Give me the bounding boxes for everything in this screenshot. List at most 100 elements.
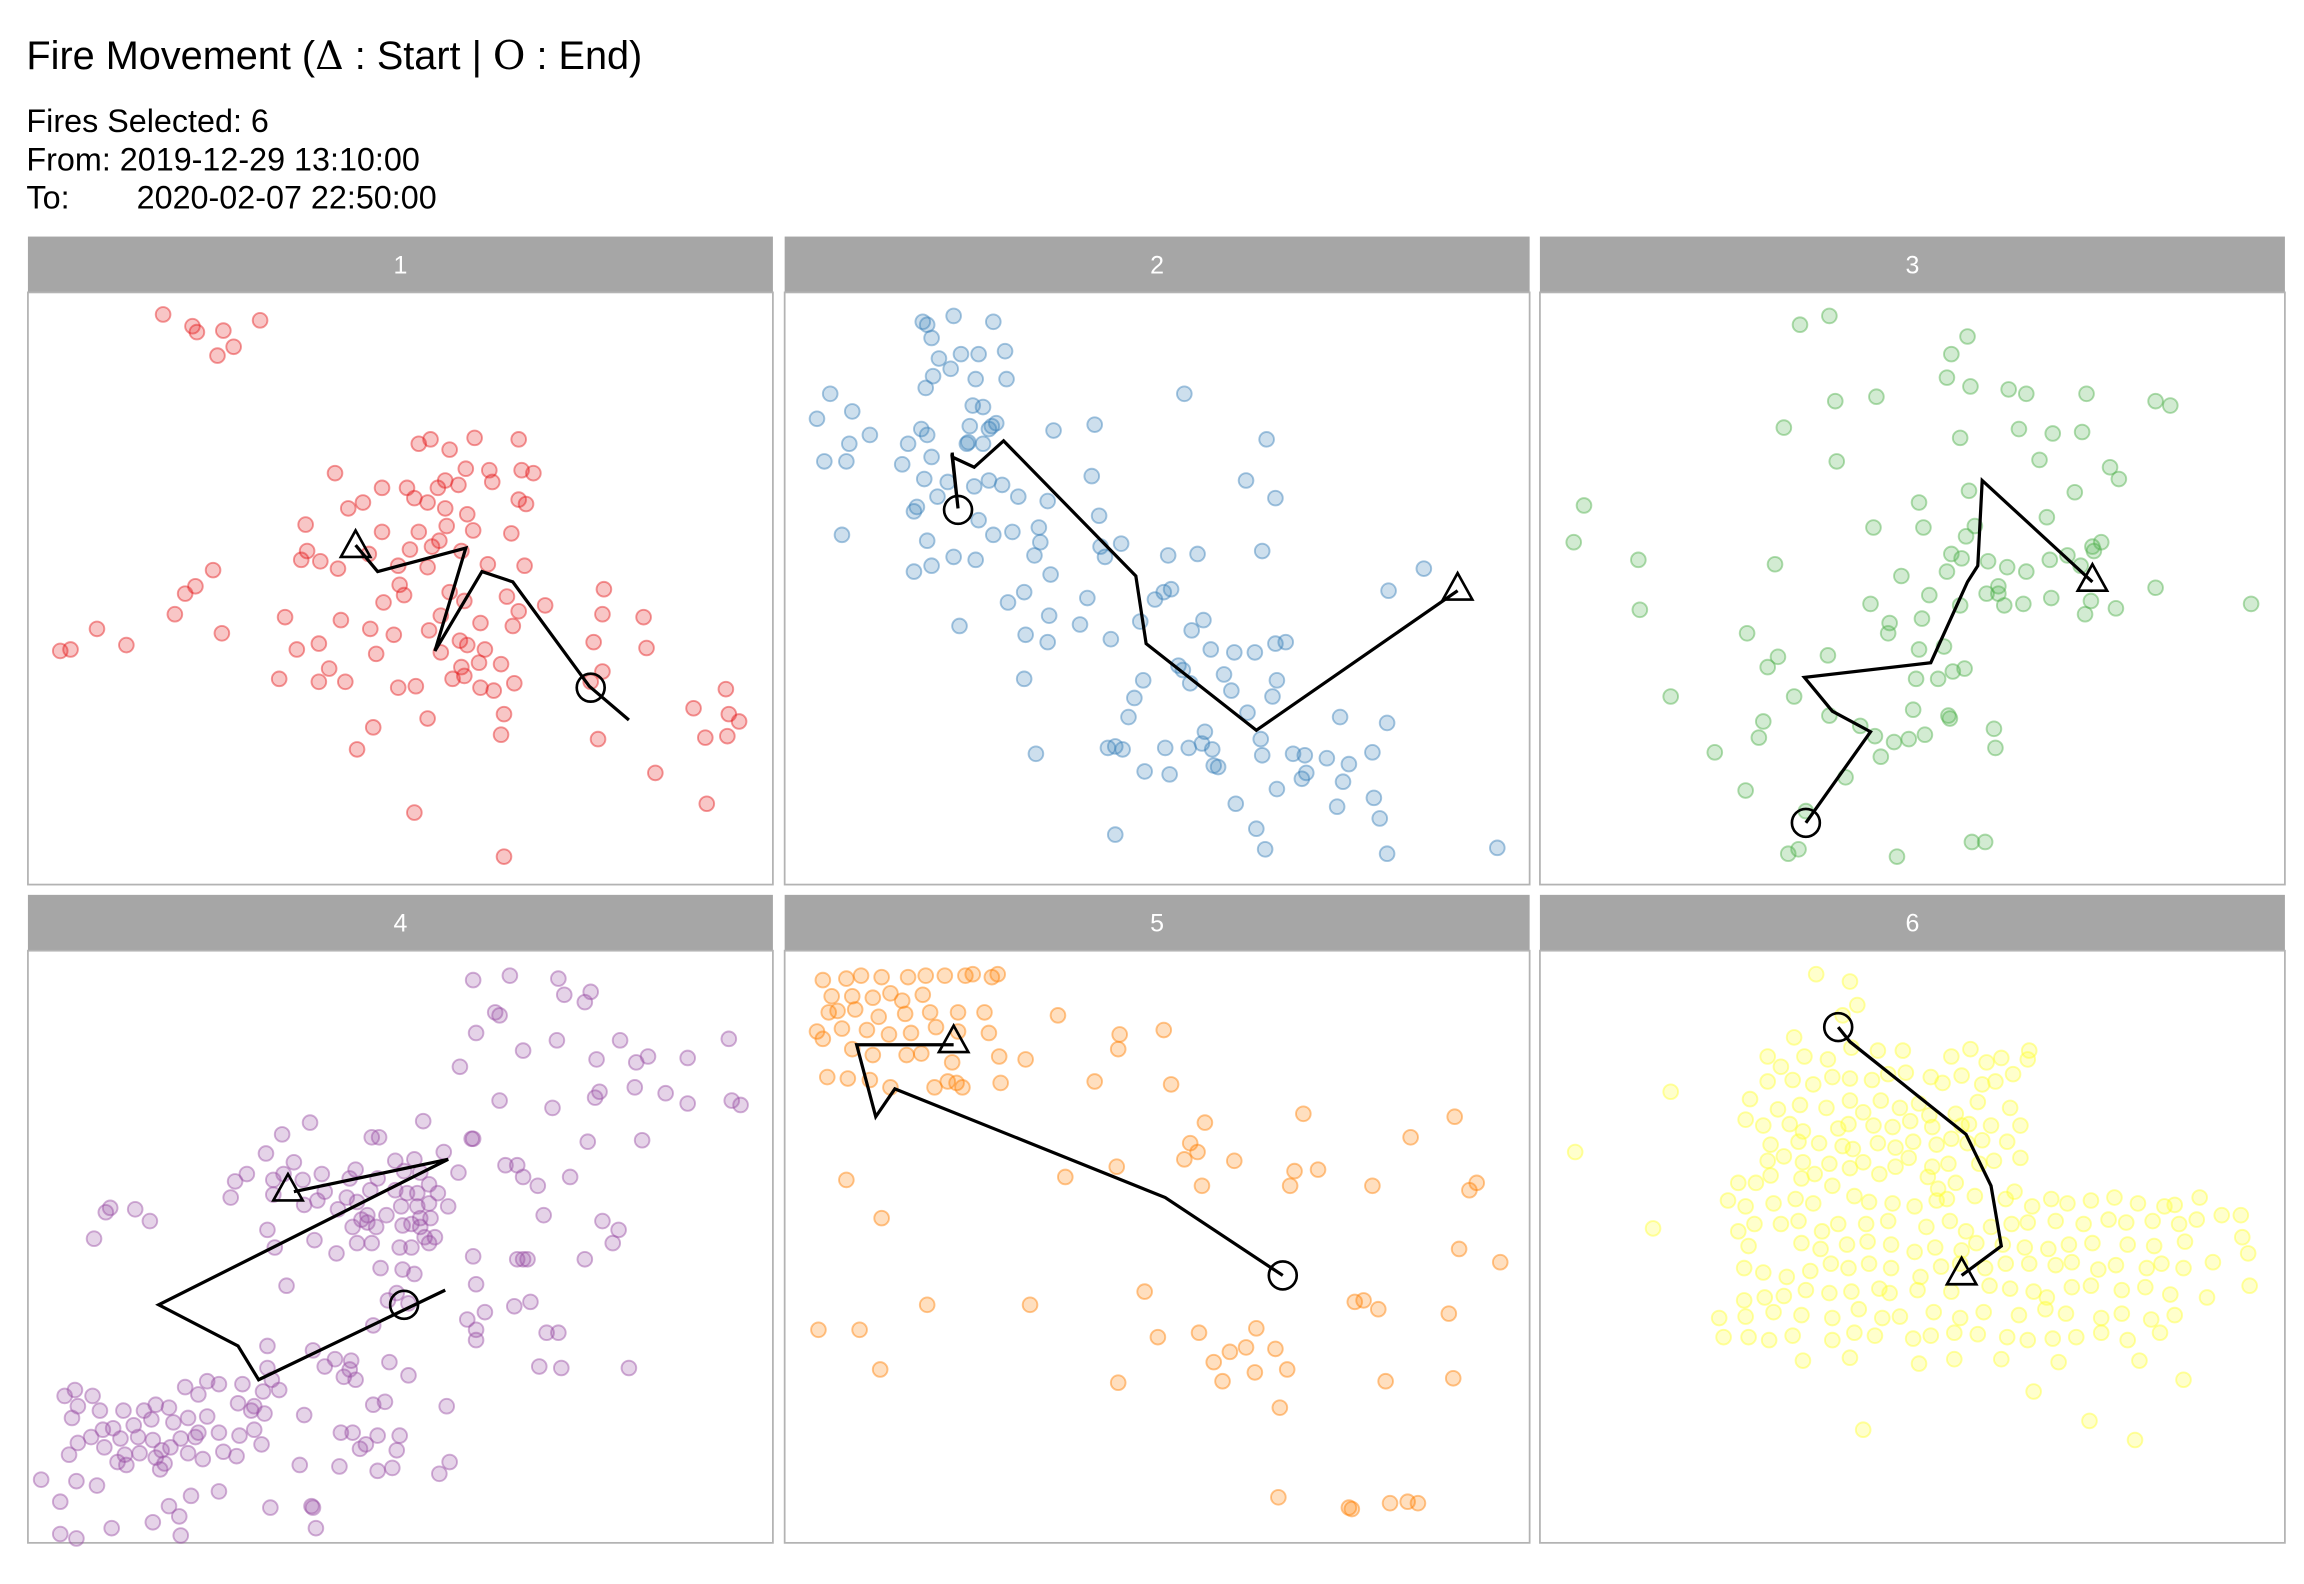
fire-point	[1735, 1259, 1753, 1277]
fire-point	[913, 420, 930, 438]
fire-point	[1205, 1353, 1223, 1371]
facet-grid: 1 2 3 4 5 6	[27, 236, 2286, 1547]
fire-point	[2082, 1192, 2100, 1209]
fire-point	[414, 1112, 432, 1130]
end-marker	[1267, 1260, 1299, 1291]
fire-point	[505, 674, 523, 692]
fire-point	[1775, 1148, 1793, 1165]
fire-point	[990, 1048, 1008, 1065]
fire-point	[1819, 1051, 1837, 1068]
fire-point	[363, 1234, 381, 1252]
fire-point	[1943, 545, 1960, 563]
fire-point	[1248, 820, 1265, 838]
fire-point	[389, 679, 407, 696]
fire-point	[1039, 633, 1056, 651]
fire-point	[381, 1353, 398, 1371]
fire-point	[2156, 1198, 2173, 1215]
start-marker	[2075, 561, 2110, 593]
fire-point	[851, 1321, 868, 1339]
fire-point	[1083, 467, 1101, 485]
fire-point	[820, 1004, 838, 1021]
fire-point	[1912, 1268, 1929, 1286]
fire-point	[918, 1296, 936, 1314]
fire-point	[398, 479, 416, 497]
fire-point	[2038, 508, 2056, 526]
fire-point	[967, 370, 984, 388]
fire-point	[301, 1114, 319, 1131]
fire-point	[210, 1483, 228, 1500]
fire-point	[720, 705, 738, 723]
fire-point	[229, 1394, 247, 1412]
fire-point	[351, 1440, 369, 1458]
fire-point	[2131, 1352, 2148, 1369]
fire-point	[1812, 1240, 1829, 1258]
fire-point	[88, 620, 106, 638]
fire-point	[1938, 563, 1956, 580]
fire-point	[1258, 431, 1275, 448]
facet-plot-area	[1539, 291, 2286, 886]
fire-point	[1871, 1165, 1888, 1183]
fire-point	[2110, 470, 2128, 488]
fire-point	[1821, 1284, 1838, 1302]
fire-point	[1881, 614, 1898, 632]
fire-point	[411, 1218, 429, 1236]
fire-point	[2019, 1051, 2037, 1068]
fire-point	[1785, 1029, 1803, 1046]
fire-point	[2067, 1328, 2085, 1346]
fire-point	[2176, 1233, 2194, 1250]
fire-point	[535, 1206, 552, 1224]
fire-point	[2060, 1236, 2078, 1253]
fire-point	[1907, 670, 1925, 688]
fire-point	[1790, 841, 1807, 858]
fire-point	[370, 1129, 388, 1146]
fire-point	[256, 1405, 273, 1422]
fire-point	[2040, 1240, 2057, 1258]
fire-point	[864, 1046, 882, 1064]
fire-point	[1729, 1174, 1747, 1192]
fire-point	[2082, 592, 2100, 610]
fire-point	[62, 641, 79, 658]
fire-point	[1940, 1155, 1957, 1173]
fire-point	[470, 654, 488, 671]
fire-point	[1190, 1324, 1208, 1342]
fire-point	[354, 494, 372, 511]
fire-point	[1740, 1237, 1757, 1255]
fire-point	[843, 987, 861, 1005]
fire-point	[1990, 585, 2007, 602]
fire-point	[262, 1499, 279, 1516]
fire-point	[1794, 1123, 1812, 1140]
fire-point	[439, 1198, 457, 1215]
fire-point	[1225, 1152, 1243, 1170]
fire-point	[1990, 577, 2007, 595]
fire-point	[2113, 1305, 2131, 1322]
fire-point	[594, 1212, 611, 1230]
fire-point	[1929, 1180, 1947, 1198]
fire-point	[422, 1209, 439, 1227]
fire-point	[68, 1472, 85, 1490]
fire-point	[1784, 1327, 1801, 1344]
fire-point	[626, 1079, 644, 1096]
fire-point	[1286, 1162, 1303, 1180]
fire-point	[194, 1450, 212, 1468]
fire-point	[204, 561, 222, 579]
fire-point	[1719, 1192, 1737, 1209]
fire-point	[103, 1519, 120, 1537]
fire-point	[954, 1079, 971, 1096]
fire-point	[2198, 1289, 2216, 1306]
fire-point	[1278, 1361, 1296, 1378]
fire-point	[1264, 688, 1281, 705]
fire-point	[639, 1048, 657, 1065]
fire-point	[278, 1277, 295, 1295]
fire-point	[514, 1042, 532, 1059]
fire-point	[914, 313, 932, 331]
fire-point	[373, 479, 391, 497]
fire-point	[342, 1352, 360, 1369]
fire-point	[486, 1004, 504, 1021]
fire-point	[586, 1089, 604, 1106]
fire-point	[1267, 489, 1284, 507]
fire-point	[1882, 1236, 1900, 1253]
fire-point	[326, 464, 344, 482]
fire-point	[923, 557, 940, 575]
fire-point	[348, 741, 366, 758]
fire-point	[1822, 1255, 1840, 1272]
